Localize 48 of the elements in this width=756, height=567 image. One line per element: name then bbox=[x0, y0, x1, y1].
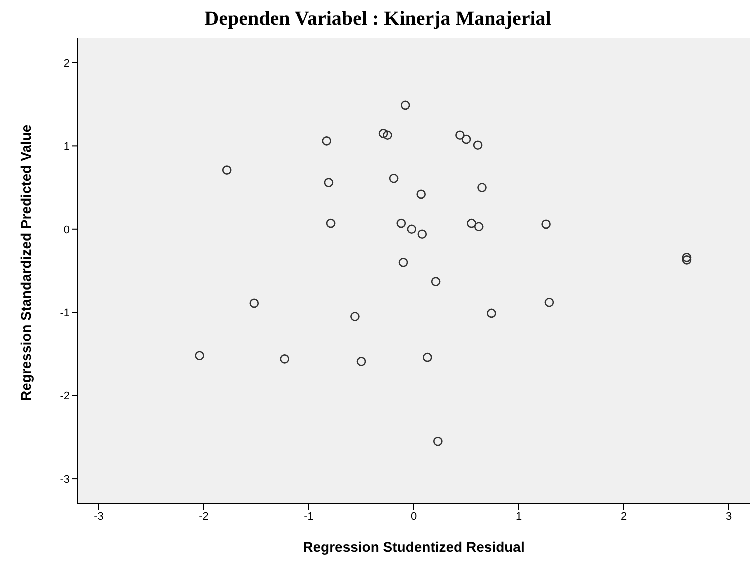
point bbox=[474, 222, 484, 232]
point bbox=[416, 190, 426, 200]
y-tick-label: 0 bbox=[64, 224, 70, 236]
x-tick-label: -1 bbox=[304, 510, 314, 523]
point bbox=[389, 174, 399, 184]
point bbox=[195, 351, 204, 361]
point bbox=[400, 100, 410, 110]
point bbox=[467, 218, 476, 228]
point bbox=[478, 183, 487, 192]
point bbox=[682, 253, 692, 262]
y-tick-label: -3 bbox=[60, 474, 70, 486]
x-tick-label: -3 bbox=[94, 510, 104, 523]
x-tick-label: 3 bbox=[726, 510, 732, 523]
x-tick-label: -2 bbox=[199, 510, 209, 523]
x-tick-label: 1 bbox=[516, 510, 522, 523]
point bbox=[542, 220, 551, 230]
point bbox=[423, 352, 432, 362]
point bbox=[487, 308, 496, 318]
point bbox=[407, 224, 417, 234]
x-tick-label: 2 bbox=[620, 510, 628, 523]
x-tick-label: 0 bbox=[410, 510, 418, 523]
point bbox=[396, 218, 406, 228]
point bbox=[324, 178, 334, 188]
point bbox=[222, 166, 232, 175]
point bbox=[462, 134, 472, 144]
point bbox=[398, 258, 408, 268]
y-tick-label: 1 bbox=[64, 141, 70, 154]
point bbox=[250, 298, 260, 308]
point bbox=[280, 354, 290, 364]
point bbox=[350, 312, 360, 322]
point bbox=[326, 218, 336, 228]
point bbox=[356, 357, 366, 366]
y-tick-label: 2 bbox=[64, 58, 70, 70]
point bbox=[456, 130, 465, 140]
y-tick-label: -2 bbox=[60, 390, 70, 403]
point bbox=[544, 298, 554, 308]
y-tick-label: -1 bbox=[60, 308, 70, 320]
point bbox=[322, 136, 332, 146]
x-axis-title: Regression Studentized Residual bbox=[303, 539, 525, 555]
point bbox=[434, 436, 443, 446]
y-axis-title: Regression Standardized Predicted Value bbox=[18, 124, 34, 401]
point bbox=[383, 130, 392, 140]
point bbox=[473, 140, 483, 150]
point bbox=[682, 256, 692, 265]
point bbox=[431, 277, 441, 286]
chart-title: Dependen Variabel : Kinerja Manajerial bbox=[204, 8, 552, 32]
point bbox=[418, 230, 428, 240]
point bbox=[378, 129, 388, 138]
